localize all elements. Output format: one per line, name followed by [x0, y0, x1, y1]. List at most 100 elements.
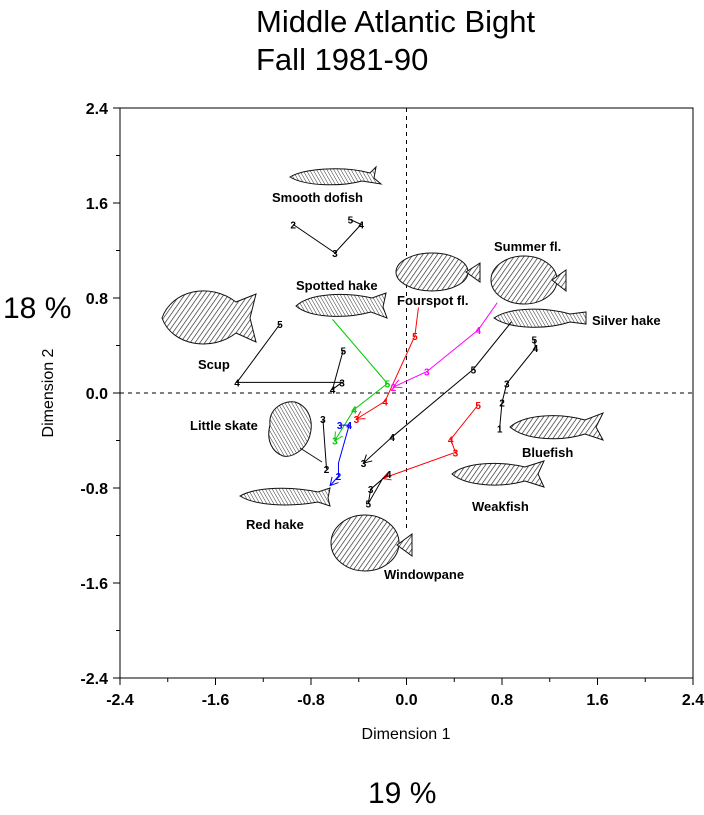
year-group-label: 5 — [412, 332, 418, 343]
year-group-label: 5 — [475, 401, 481, 412]
x-percent-label: 19 % — [368, 777, 436, 810]
trajectory-arrowhead — [334, 431, 343, 442]
x-tick-label: 2.4 — [682, 692, 704, 709]
year-group-label: 5 — [348, 216, 354, 227]
y-tick-label: 0.8 — [86, 291, 108, 308]
year-group-label: 4 — [234, 378, 240, 389]
label-windowpane: Windowpane — [384, 567, 464, 582]
label-little-skate: Little skate — [190, 418, 258, 433]
trajectory-fourspot-fl-: 543 — [354, 307, 419, 426]
year-group-label: 4 — [475, 326, 481, 337]
fish-illustrations — [161, 165, 605, 572]
x-tick-label: 0.0 — [395, 692, 417, 709]
trajectory-line — [235, 323, 344, 391]
year-group-label: 5 — [531, 336, 537, 347]
y-tick-label: -2.4 — [80, 671, 108, 688]
year-group-label: 4 — [533, 344, 539, 355]
trajectory-line — [393, 302, 498, 388]
trajectory-line — [499, 339, 536, 429]
trajectory-red-hake: 32 — [320, 415, 330, 476]
trajectory-windowpane: 4 3 5 — [366, 470, 392, 511]
label-silver-hake: Silver hake — [592, 313, 661, 328]
trajectory-line — [322, 419, 328, 470]
label-scup: Scup — [198, 357, 230, 372]
year-group-label: 5 — [471, 365, 477, 376]
trajectory-line — [367, 473, 389, 504]
year-group-label: 4 — [389, 433, 395, 444]
year-group-label: 3 — [337, 421, 343, 432]
label-smooth-dofish: Smooth dofish — [272, 190, 363, 205]
trajectory-line — [363, 321, 512, 464]
trajectory-scup: 54 345 — [234, 320, 346, 396]
bluefish-illustration — [509, 412, 605, 441]
year-group-label: 4 — [330, 385, 336, 396]
chart-subtitle: Fall 1981-90 — [256, 42, 428, 77]
weakfish-illustration — [451, 460, 545, 488]
year-group-label: 3 — [332, 437, 338, 448]
silver-hake-illustration — [493, 308, 587, 328]
year-group-label: 2 — [391, 383, 397, 394]
reference-lines — [120, 108, 693, 528]
year-group-label: 3 — [320, 415, 326, 426]
label-summer-fl: Summer fl. — [494, 239, 561, 254]
y-tick-label: -1.6 — [80, 576, 108, 593]
year-group-label: 4 — [448, 435, 454, 446]
year-group-label: 4 — [351, 406, 357, 417]
red-hake-illustration — [239, 487, 331, 507]
year-group-label: 4 — [346, 421, 352, 432]
trajectory-line — [329, 424, 350, 486]
year-group-label: 3 — [504, 380, 510, 391]
year-group-label: 2 — [324, 465, 330, 476]
trajectory-silver-hake: 5 4 3 — [361, 321, 512, 470]
y-tick-label: 1.6 — [86, 196, 108, 213]
year-group-label: 4 — [382, 397, 388, 408]
year-group-label: 3 — [339, 378, 345, 389]
year-group-label: 3 — [361, 459, 367, 470]
year-group-label: 2 — [336, 472, 342, 483]
x-tick-label: -1.6 — [202, 692, 230, 709]
trajectory-arrowhead — [355, 411, 366, 420]
year-group-label: 2 — [499, 399, 505, 410]
label-red-hake: Red hake — [246, 517, 304, 532]
smooth-dogfish-illustration — [289, 165, 383, 186]
little-skate-illustration — [268, 401, 323, 463]
spotted-hake-illustration — [295, 292, 388, 319]
year-group-label: 5 — [277, 320, 283, 331]
trajectory-arrowhead — [362, 454, 373, 464]
label-weakfish: Weakfish — [472, 499, 529, 514]
year-group-label: 5 — [385, 380, 391, 391]
trajectory-line — [356, 307, 419, 420]
windowpane-illustration — [330, 514, 413, 572]
y-tick-label: 0.0 — [86, 386, 108, 403]
year-group-label: 3 — [368, 485, 374, 496]
trajectory-smooth-dofish: 2 3 45 — [290, 216, 364, 260]
fourspot-flounder-illustration — [395, 252, 481, 292]
year-group-label: 3 — [332, 249, 338, 260]
year-group-label: 4 — [358, 220, 364, 231]
year-group-label: 4 — [386, 470, 392, 481]
x-tick-label: 1.6 — [586, 692, 608, 709]
x-tick-label: -2.4 — [106, 692, 134, 709]
trajectory-line — [292, 219, 362, 254]
y-axis-label: Dimension 2 — [40, 348, 57, 437]
trajectory-little-skate: 3 4 2 — [329, 421, 352, 487]
summer-flounder-illustration — [490, 255, 567, 305]
y-percent-label: 18 % — [3, 292, 71, 325]
year-group-label: 5 — [366, 499, 372, 510]
label-fourspot-fl: Fourspot fl. — [397, 293, 469, 308]
year-group-label: 3 — [424, 368, 430, 379]
year-group-label: 5 — [340, 346, 346, 357]
trajectory-arrowhead — [392, 379, 403, 389]
x-axis-label: Dimension 1 — [362, 726, 451, 743]
year-group-label: 3 — [453, 448, 459, 459]
trajectory-line — [382, 404, 479, 479]
year-group-label: 1 — [497, 425, 503, 436]
plot-frame — [119, 107, 694, 679]
fish-labels: Smooth dofish Scup Spotted hake Fourspot… — [190, 190, 661, 582]
trajectory-summer-fl-: 4 3 2 — [391, 302, 498, 394]
x-tick-label: -0.8 — [297, 692, 325, 709]
axis-ticks: -2.4 -1.6 -0.8 0.0 0.8 1.6 2.4 2.4 1.6 0.8 0.0 -0.8… — [80, 101, 704, 709]
year-group-label: 2 — [290, 220, 296, 231]
